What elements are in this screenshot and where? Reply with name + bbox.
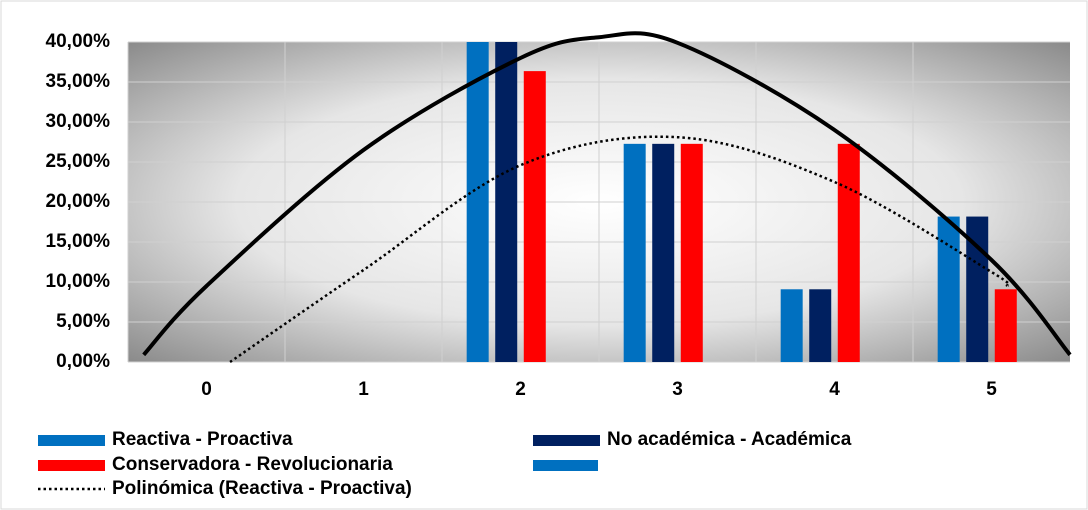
bar [466, 42, 489, 362]
x-tick-label: 1 [358, 379, 369, 400]
legend-label: Polinómica (Reactiva - Proactiva) [112, 478, 412, 499]
legend [533, 460, 598, 471]
bar [623, 143, 646, 362]
y-tick-label: 30,00% [46, 111, 111, 132]
trend-line [142, 31, 1072, 357]
x-tick-label: 4 [829, 379, 840, 400]
trend-line [229, 135, 1011, 364]
y-tick-label: 25,00% [46, 151, 111, 172]
x-tick-label: 0 [201, 379, 212, 400]
y-tick-label: 35,00% [46, 71, 111, 92]
bar [937, 216, 960, 362]
bar [523, 71, 546, 363]
legend-label: Conservadora - Revolucionaria [112, 454, 393, 475]
legend-swatch [533, 460, 598, 471]
y-tick-label: 15,00% [46, 231, 111, 252]
legend-swatch [38, 435, 105, 446]
x-tick-label: 5 [986, 379, 997, 400]
bar [994, 289, 1017, 362]
y-tick-label: 10,00% [46, 271, 111, 292]
legend-swatch [533, 435, 600, 446]
x-tick-label: 3 [672, 379, 683, 400]
y-tick-label: 40,00% [46, 31, 111, 52]
legend-label: Reactiva - Proactiva [112, 429, 293, 450]
y-tick-label: 5,00% [56, 311, 110, 332]
y-tick-label: 20,00% [46, 191, 111, 212]
bar [780, 289, 803, 362]
bar [495, 42, 518, 362]
x-tick-label: 2 [515, 379, 526, 400]
bar [809, 289, 832, 362]
legend-label: No académica - Académica [607, 429, 852, 450]
legend-swatch [38, 460, 105, 471]
y-tick-label: 0,00% [56, 351, 110, 372]
bar [652, 143, 675, 362]
bar [680, 143, 703, 362]
bar [837, 143, 860, 362]
